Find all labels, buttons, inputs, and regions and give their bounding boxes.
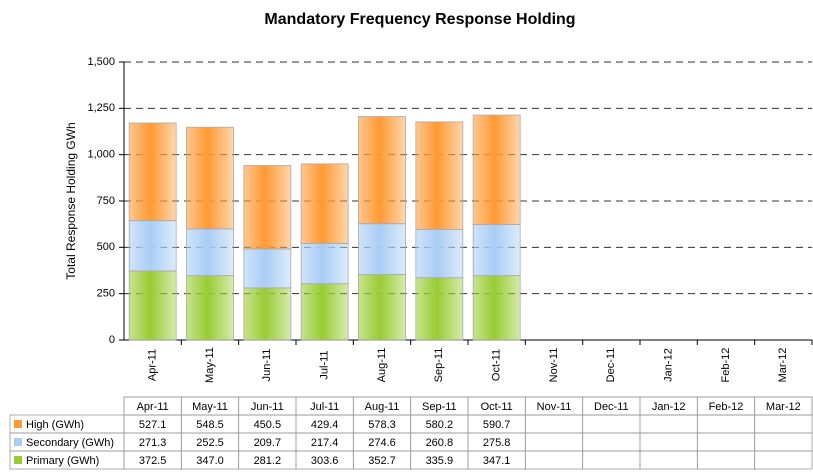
bar-segment [300,243,349,285]
table-cell [639,432,698,452]
table-header: Mar-12 [766,401,801,413]
table-value: 372.5 [139,455,167,467]
table-value: 450.5 [254,419,282,431]
bar-segment [186,228,234,277]
x-tick-label: Aug-11 [376,348,388,383]
legend-swatch [14,420,22,428]
table-cell [696,432,756,452]
bar-segment [472,224,521,277]
y-tick-label: 1,500 [87,56,115,68]
y-tick-label: 0 [109,334,115,346]
table-header: Feb-12 [709,401,744,413]
table-value: 548.5 [196,419,224,431]
y-tick-label: 1,000 [87,149,115,161]
x-tick-label: Mar-12 [777,348,789,383]
bar-segment [358,223,406,276]
bar-segment [472,114,521,225]
bar-segment [243,165,292,250]
table-header: Dec-11 [594,401,629,413]
table-cell [696,450,756,470]
legend-label: High (GWh) [26,419,84,431]
x-tick-label: May-11 [204,347,216,383]
legend-label: Primary (GWh) [26,455,99,467]
table-value: 217.4 [311,437,339,449]
table-cell [754,414,813,434]
y-axis-label: Total Response Holding GWh [64,122,78,279]
table-header: Sep-11 [422,401,457,413]
legend-label: Secondary (GWh) [26,437,114,449]
legend-swatch [14,456,22,464]
table-header: Oct-11 [481,401,513,413]
table-header: Nov-11 [537,401,572,413]
table-cell [582,432,641,452]
table-header: Jun-11 [251,401,284,413]
table-cell [524,414,584,434]
table-value: 271.3 [139,437,167,449]
bar-segment [358,274,406,341]
table-cell [754,432,813,452]
table-cell [524,432,584,452]
bar-segment [128,220,177,272]
x-tick-label: Jun-11 [261,349,273,382]
bar-segment [300,163,349,244]
table-value: 281.2 [254,455,282,467]
table-cell [696,414,756,434]
table-cell [639,450,698,470]
x-tick-label: Apr-11 [147,349,159,381]
table-value: 578.3 [368,419,396,431]
chart-title: Mandatory Frequency Response Holding [264,11,575,28]
table-value: 335.9 [426,455,454,467]
table-value: 347.0 [196,455,224,467]
table-header: Jul-11 [310,401,339,413]
bar-segment [472,275,521,341]
bar-segment [358,116,406,225]
x-tick-label: Nov-11 [548,348,560,383]
table-value: 260.8 [426,437,454,449]
bar-segment [186,275,234,341]
table-value: 252.5 [196,437,224,449]
table-value: 580.2 [426,419,454,431]
table-value: 209.7 [254,437,282,449]
table-value: 527.1 [139,419,167,431]
table-cell [754,450,813,470]
table-value: 347.1 [483,455,511,467]
bar-segment [128,122,177,222]
x-tick-label: Jul-11 [319,350,331,379]
table-value: 275.8 [483,437,511,449]
table-value: 429.4 [311,419,339,431]
bar-segment [300,283,349,341]
y-tick-label: 500 [97,241,115,253]
table-cell [639,414,698,434]
x-tick-label: Feb-12 [720,348,732,383]
table-header: May-11 [192,401,228,413]
table-value: 303.6 [311,455,339,467]
y-tick-label: 250 [97,288,115,300]
bar-segment [415,121,464,230]
bar-segment [243,248,292,289]
bar-segment [415,277,464,341]
table-header: Aug-11 [365,401,400,413]
table-value: 352.7 [368,455,396,467]
bar-segment [415,229,464,279]
table-header: Jan-12 [652,401,686,413]
table-cell [524,450,584,470]
bar-segment [243,287,292,341]
y-tick-label: 1,250 [87,102,115,114]
x-tick-label: Dec-11 [605,348,617,383]
legend-swatch [14,438,22,446]
table-header: Apr-11 [137,401,169,413]
x-tick-label: Sep-11 [433,348,445,383]
x-tick-label: Jan-12 [663,348,675,382]
x-tick-label: Oct-11 [491,349,503,381]
table-value: 590.7 [483,419,511,431]
bar-segment [186,126,234,230]
bar-segment [128,270,177,341]
y-tick-label: 750 [97,195,115,207]
table-value: 274.6 [368,437,396,449]
table-cell [582,450,641,470]
table-cell [582,414,641,434]
